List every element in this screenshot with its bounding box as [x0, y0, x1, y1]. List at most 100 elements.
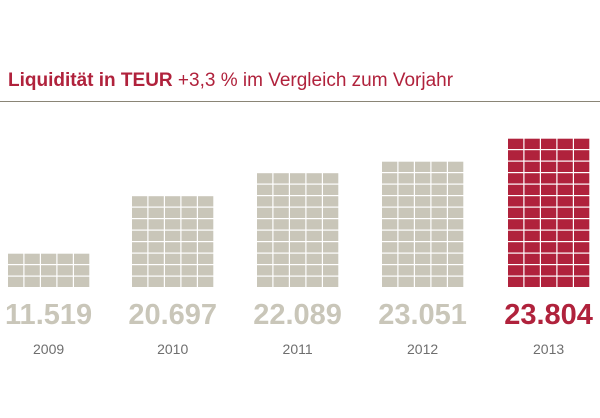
bar-block: [323, 276, 339, 287]
bar-block: [198, 219, 214, 230]
bar-block: [382, 161, 398, 172]
bar-block: [148, 265, 164, 276]
bar-block: [290, 276, 306, 287]
bar-block: [415, 161, 431, 172]
bar-block: [557, 230, 573, 241]
bar-block: [524, 219, 540, 230]
bar-block: [415, 253, 431, 264]
bar-block: [557, 173, 573, 184]
bar-block: [541, 184, 557, 195]
bar-block: [524, 196, 540, 207]
bar-block: [431, 161, 447, 172]
bar-block: [557, 265, 573, 276]
bar-block: [431, 173, 447, 184]
bar-block: [306, 253, 322, 264]
bar-block: [398, 207, 414, 218]
bar-block: [306, 242, 322, 253]
bar-block: [557, 150, 573, 161]
bar-block: [198, 196, 214, 207]
bar-block: [382, 230, 398, 241]
bar-block: [541, 276, 557, 287]
bar-block: [448, 242, 464, 253]
bar-block: [198, 207, 214, 218]
bar-group-2013: 23.804 2013: [504, 138, 593, 357]
bar-block: [290, 253, 306, 264]
bar-block: [398, 161, 414, 172]
chart-title-rest: +3,3 % im Vergleich zum Vorjahr: [172, 70, 454, 91]
bar-block: [448, 161, 464, 172]
bar-block: [448, 196, 464, 207]
bar-block: [448, 173, 464, 184]
bar-block: [557, 253, 573, 264]
bar-block: [524, 230, 540, 241]
bar-block: [382, 207, 398, 218]
title-divider: [0, 101, 600, 102]
bar-block: [74, 276, 90, 287]
bar-block: [323, 207, 339, 218]
bar-block: [431, 230, 447, 241]
bar-block: [524, 150, 540, 161]
bar-block: [257, 265, 273, 276]
year-label-2012: 2012: [407, 341, 438, 357]
bar-block: [448, 184, 464, 195]
bar-block: [273, 253, 289, 264]
bar-block: [431, 196, 447, 207]
bar-block: [508, 230, 524, 241]
bar-block: [508, 138, 524, 149]
bar-block: [165, 276, 181, 287]
bar-block: [541, 173, 557, 184]
bar-block: [306, 230, 322, 241]
bar-block: [508, 219, 524, 230]
bar-block: [290, 196, 306, 207]
bar-block: [508, 161, 524, 172]
year-label-2011: 2011: [283, 341, 313, 357]
bar-block: [290, 184, 306, 195]
value-label-2012: 23.051: [378, 299, 467, 331]
bar-block: [257, 207, 273, 218]
bar-block: [290, 173, 306, 184]
value-label-2010: 20.697: [128, 299, 217, 331]
bar-block: [541, 150, 557, 161]
bar-group-2012: 23.051 2012: [378, 161, 467, 357]
bar-block: [181, 265, 197, 276]
bar-block: [557, 219, 573, 230]
bar-block: [382, 253, 398, 264]
bar-block: [448, 207, 464, 218]
bar-block: [181, 207, 197, 218]
bar-block: [290, 219, 306, 230]
bar-block: [57, 265, 73, 276]
bar-block: [415, 242, 431, 253]
bar-block: [557, 184, 573, 195]
bar-block: [273, 173, 289, 184]
bar-block: [398, 230, 414, 241]
bar-block: [541, 265, 557, 276]
bar-block: [431, 184, 447, 195]
bar-block: [148, 253, 164, 264]
bar-block: [508, 265, 524, 276]
bar-block: [132, 242, 148, 253]
value-label-2009: 11.519: [5, 299, 92, 331]
bar-block: [132, 219, 148, 230]
bar-block: [132, 265, 148, 276]
bar-block: [306, 265, 322, 276]
bar-block: [541, 230, 557, 241]
bar-block: [257, 276, 273, 287]
bar-block: [557, 138, 573, 149]
bar-block: [323, 253, 339, 264]
bar-block: [508, 207, 524, 218]
bar-block: [574, 265, 590, 276]
bar-block: [198, 265, 214, 276]
bar-block: [574, 173, 590, 184]
bar-block: [41, 253, 57, 264]
bar-block: [148, 242, 164, 253]
bar-block: [524, 161, 540, 172]
bar-block: [557, 196, 573, 207]
bar-block: [148, 196, 164, 207]
bar-block: [524, 138, 540, 149]
bar-block: [257, 196, 273, 207]
bar-block: [257, 253, 273, 264]
bar-block: [41, 276, 57, 287]
year-label-2013: 2013: [533, 341, 564, 357]
bar-block: [24, 253, 40, 264]
